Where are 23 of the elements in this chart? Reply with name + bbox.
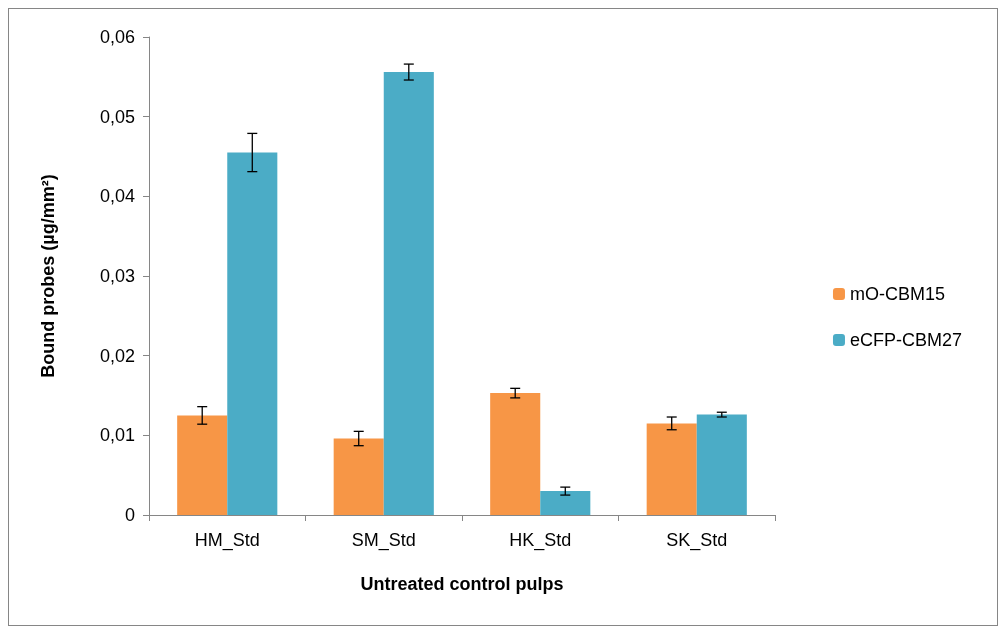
bar xyxy=(696,414,747,515)
y-tick-label: 0,05 xyxy=(99,106,135,127)
bar xyxy=(646,423,697,515)
bar xyxy=(177,415,228,515)
y-axis-title: Bound probes (µg/mm²) xyxy=(38,174,58,378)
x-tick-label: HK_Std xyxy=(509,530,572,551)
x-axis-title: Untreated control pulps xyxy=(360,574,564,594)
y-tick-label: 0 xyxy=(124,505,135,525)
bar xyxy=(383,72,434,515)
x-tick-label: SM_Std xyxy=(351,530,416,551)
x-tick-label: SK_Std xyxy=(666,530,728,551)
bar xyxy=(227,152,278,515)
legend-label: mO-CBM15 xyxy=(849,284,945,304)
y-tick-label: 0,04 xyxy=(99,186,135,207)
y-tick-label: 0,02 xyxy=(99,345,135,366)
y-tick-label: 0,06 xyxy=(99,27,135,47)
bar xyxy=(540,491,591,515)
y-tick-label: 0,03 xyxy=(99,266,135,286)
bar xyxy=(333,438,384,515)
y-tick-label: 0,01 xyxy=(99,425,135,446)
bar xyxy=(490,393,541,515)
x-tick-label: HM_Std xyxy=(194,530,260,551)
legend-label: eCFP-CBM27 xyxy=(849,330,963,350)
